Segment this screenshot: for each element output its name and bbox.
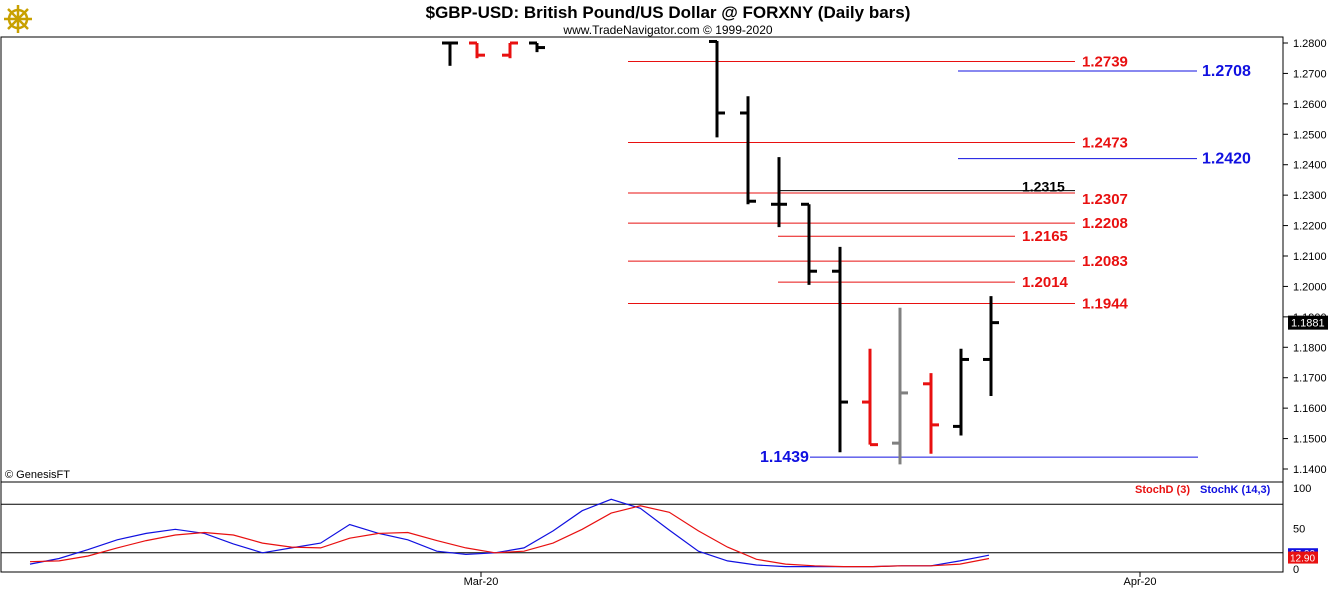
ohlc-bar <box>469 41 485 59</box>
level-lines: 1.2739 1.2708 1.2473 1.2420 1.2315 1.2307 1.22… <box>628 54 1251 466</box>
ohlc-bar <box>502 41 518 59</box>
level-label: 1.2315 <box>1022 179 1065 195</box>
stoch-tick-label: 0 <box>1293 564 1299 576</box>
price-tick-label: 1.1400 <box>1293 464 1327 476</box>
level-label: 1.2014 <box>1022 274 1069 291</box>
price-tick-label: 1.2300 <box>1293 190 1327 202</box>
ohlc-bar <box>862 348 878 447</box>
price-axis: 1.14001.15001.16001.17001.18001.19001.20… <box>1283 38 1328 476</box>
ohlc-bar <box>983 296 999 396</box>
date-axis: Mar-20 Apr-20 <box>464 572 1157 588</box>
last-price-label: 1.1881 <box>1291 318 1325 330</box>
level-label: 1.2739 <box>1082 54 1128 71</box>
stoch-tick-label: 100 <box>1293 483 1311 495</box>
ohlc-bar <box>529 41 545 53</box>
price-tick-label: 1.2700 <box>1293 68 1327 80</box>
chart-subtitle: www.TradeNavigator.com © 1999-2020 <box>562 23 772 37</box>
ohlc-bar <box>801 202 817 285</box>
price-tick-label: 1.2200 <box>1293 221 1327 233</box>
price-tick-label: 1.2100 <box>1293 251 1327 263</box>
price-tick-label: 1.2800 <box>1293 38 1327 50</box>
level-label: 1.2083 <box>1082 253 1128 270</box>
ship-wheel-icon <box>4 5 32 33</box>
stoch-d-line <box>29 505 990 568</box>
level-label: 1.2473 <box>1082 135 1128 152</box>
ohlc-bar <box>740 96 756 205</box>
price-tick-label: 1.1700 <box>1293 373 1327 385</box>
level-label: 1.2165 <box>1022 228 1068 245</box>
price-tick-label: 1.2000 <box>1293 281 1327 293</box>
legend-stoch-k: StochK (14,3) <box>1200 484 1271 496</box>
legend-stoch-d: StochD (3) <box>1135 484 1190 496</box>
chart-title: $GBP-USD: British Pound/US Dollar @ FORX… <box>426 3 911 22</box>
price-tick-label: 1.1500 <box>1293 434 1327 446</box>
level-label: 1.1944 <box>1082 295 1129 312</box>
stoch-tick-label: 50 <box>1293 524 1305 536</box>
level-label: 1.2420 <box>1202 151 1251 168</box>
stoch-panel-frame <box>0 481 1284 573</box>
price-tick-label: 1.2600 <box>1293 99 1327 111</box>
stoch-k-line <box>29 498 990 568</box>
ohlc-bar <box>771 157 787 228</box>
price-tick-label: 1.2500 <box>1293 129 1327 141</box>
credit-label: © GenesisFT <box>5 469 70 481</box>
price-tick-label: 1.1600 <box>1293 403 1327 415</box>
ohlc-bar <box>832 246 848 453</box>
ohlc-bar <box>442 41 458 66</box>
ohlc-bars <box>442 39 999 465</box>
stoch-d-last-box <box>1288 551 1318 564</box>
date-tick-label: Apr-20 <box>1123 576 1156 588</box>
price-tick-label: 1.1800 <box>1293 342 1327 354</box>
stoch-d-last-label: 12.90 <box>1290 554 1315 565</box>
price-tick-label: 1.2400 <box>1293 160 1327 172</box>
ohlc-bar <box>709 39 725 138</box>
ohlc-bar <box>892 307 908 465</box>
last-price-box <box>1288 315 1328 330</box>
level-label: 1.2708 <box>1202 63 1251 80</box>
ohlc-bar <box>923 373 939 454</box>
level-label: 1.2307 <box>1082 191 1128 208</box>
level-label: 1.1439 <box>760 449 809 466</box>
level-label: 1.2208 <box>1082 215 1128 232</box>
ohlc-bar <box>953 348 969 436</box>
date-tick-label: Mar-20 <box>464 576 499 588</box>
